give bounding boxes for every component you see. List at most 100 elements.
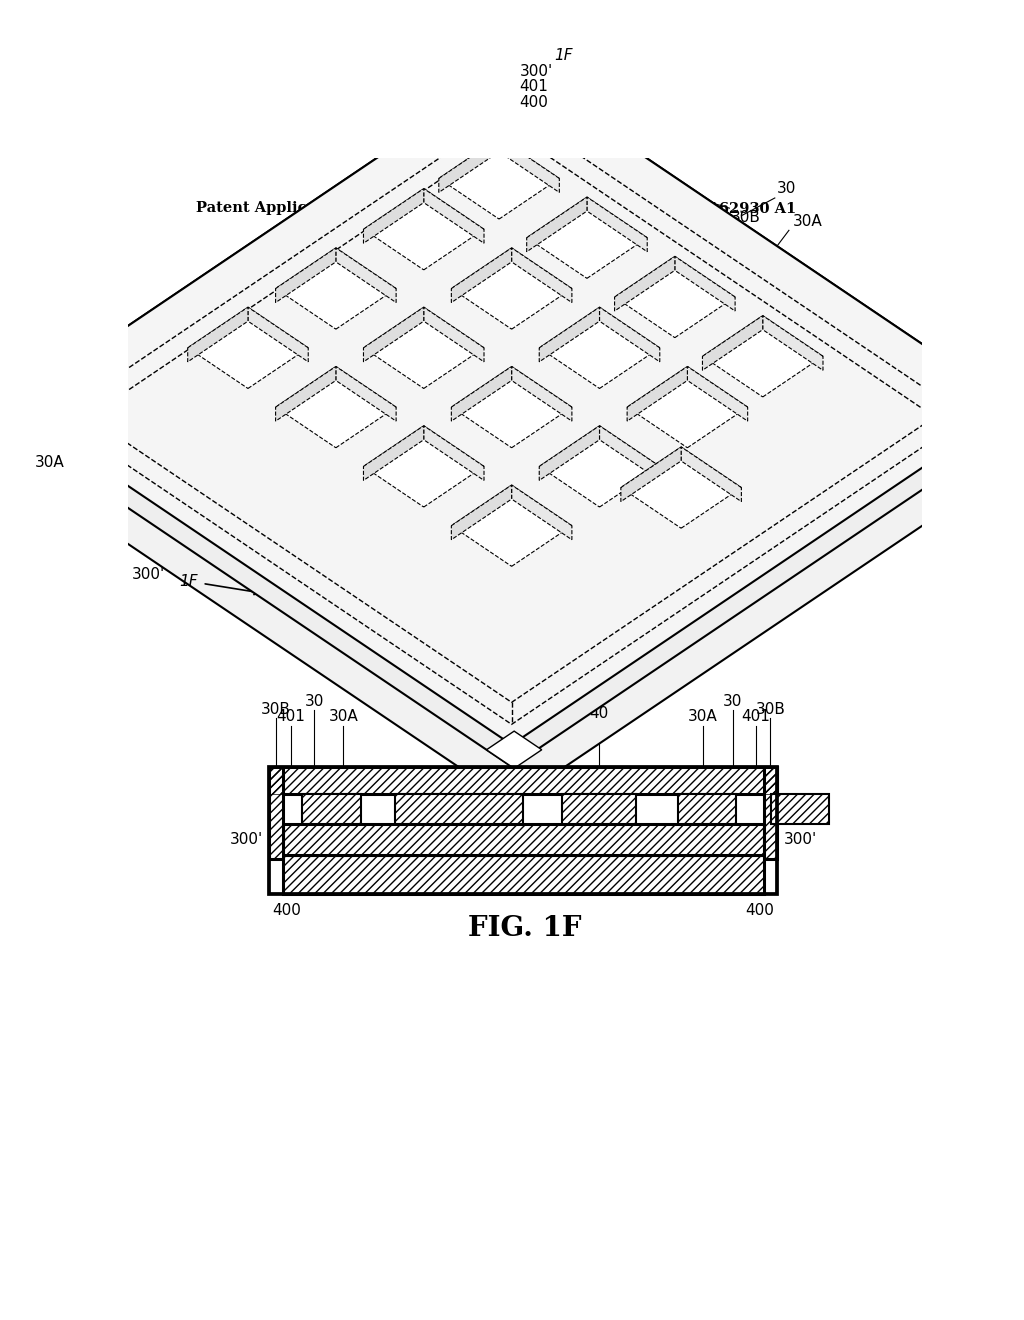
Text: 300': 300' bbox=[783, 833, 817, 847]
Polygon shape bbox=[486, 731, 542, 768]
Text: FIG. 1E: FIG. 1E bbox=[467, 569, 583, 595]
Bar bbox=[395, 793, 523, 825]
Bar bbox=[771, 793, 829, 825]
Bar bbox=[562, 793, 636, 825]
Polygon shape bbox=[439, 137, 499, 193]
Polygon shape bbox=[336, 248, 396, 302]
Polygon shape bbox=[336, 367, 396, 421]
Polygon shape bbox=[675, 256, 735, 312]
Polygon shape bbox=[627, 367, 748, 447]
Bar bbox=[764, 767, 777, 859]
Text: 30B: 30B bbox=[756, 702, 785, 717]
Polygon shape bbox=[540, 426, 599, 480]
Text: 30A: 30A bbox=[329, 709, 358, 725]
Polygon shape bbox=[452, 367, 512, 421]
Polygon shape bbox=[627, 367, 687, 421]
Polygon shape bbox=[424, 426, 484, 480]
Text: Jun. 28, 2012  Sheet 4 of 7: Jun. 28, 2012 Sheet 4 of 7 bbox=[403, 202, 622, 215]
Polygon shape bbox=[424, 308, 484, 362]
Polygon shape bbox=[621, 447, 741, 528]
Polygon shape bbox=[681, 447, 741, 502]
Text: 20: 20 bbox=[715, 458, 765, 506]
Polygon shape bbox=[484, 90, 540, 127]
Polygon shape bbox=[526, 197, 587, 252]
Polygon shape bbox=[621, 447, 681, 502]
Bar bbox=[678, 793, 736, 825]
Polygon shape bbox=[9, 125, 1014, 803]
Text: 40: 40 bbox=[590, 705, 609, 721]
Polygon shape bbox=[364, 426, 484, 507]
Polygon shape bbox=[452, 248, 571, 329]
Text: 300': 300' bbox=[229, 833, 263, 847]
Polygon shape bbox=[275, 367, 396, 447]
Polygon shape bbox=[248, 308, 308, 362]
Polygon shape bbox=[614, 256, 735, 338]
Bar bbox=[269, 767, 283, 859]
Polygon shape bbox=[9, 67, 512, 428]
Polygon shape bbox=[599, 426, 659, 480]
Polygon shape bbox=[512, 90, 1014, 463]
Text: 401: 401 bbox=[741, 709, 770, 725]
Text: 1F: 1F bbox=[179, 574, 198, 590]
Bar bbox=[283, 855, 764, 894]
Text: 30: 30 bbox=[723, 694, 742, 709]
Bar bbox=[562, 793, 636, 825]
Polygon shape bbox=[512, 367, 571, 421]
Text: 400: 400 bbox=[519, 95, 548, 110]
Bar bbox=[771, 793, 829, 825]
Text: 40: 40 bbox=[678, 247, 736, 261]
Polygon shape bbox=[452, 484, 571, 566]
Polygon shape bbox=[702, 315, 823, 397]
Polygon shape bbox=[512, 125, 1014, 488]
Bar bbox=[269, 767, 283, 859]
Bar bbox=[269, 767, 777, 793]
Text: 30B: 30B bbox=[261, 702, 291, 717]
Text: 400: 400 bbox=[272, 903, 301, 917]
Polygon shape bbox=[364, 189, 484, 269]
Text: 30A: 30A bbox=[688, 709, 718, 725]
Text: 30B: 30B bbox=[731, 210, 761, 224]
Polygon shape bbox=[424, 189, 484, 243]
Bar bbox=[283, 855, 764, 894]
Polygon shape bbox=[275, 248, 336, 302]
Text: 30: 30 bbox=[776, 181, 796, 197]
Polygon shape bbox=[587, 197, 647, 252]
Polygon shape bbox=[540, 426, 659, 507]
Bar bbox=[678, 793, 736, 825]
Polygon shape bbox=[364, 308, 424, 362]
Text: 401: 401 bbox=[781, 434, 810, 504]
Polygon shape bbox=[9, 90, 512, 463]
Polygon shape bbox=[599, 308, 659, 362]
Bar bbox=[283, 825, 764, 855]
Bar bbox=[764, 767, 777, 859]
Polygon shape bbox=[364, 426, 424, 480]
Polygon shape bbox=[540, 308, 599, 362]
Polygon shape bbox=[9, 90, 1014, 767]
Text: 300': 300' bbox=[519, 63, 553, 79]
Text: 300': 300' bbox=[132, 568, 165, 582]
Bar bbox=[302, 793, 360, 825]
Polygon shape bbox=[452, 484, 512, 540]
Polygon shape bbox=[9, 67, 1014, 744]
Text: 400: 400 bbox=[745, 903, 774, 917]
Bar bbox=[269, 767, 777, 793]
Text: US 2012/0162930 A1: US 2012/0162930 A1 bbox=[624, 202, 797, 215]
Text: 401: 401 bbox=[519, 79, 548, 94]
Text: 30A: 30A bbox=[793, 214, 822, 228]
Polygon shape bbox=[275, 367, 336, 421]
Polygon shape bbox=[187, 308, 308, 388]
Text: 1F: 1F bbox=[554, 49, 572, 63]
Text: 30: 30 bbox=[304, 694, 324, 709]
Polygon shape bbox=[702, 315, 763, 371]
Text: 30A: 30A bbox=[35, 455, 65, 470]
Polygon shape bbox=[364, 308, 484, 388]
Bar bbox=[283, 825, 764, 855]
Text: 30B 30: 30B 30 bbox=[197, 531, 251, 546]
Text: Patent Application Publication: Patent Application Publication bbox=[197, 202, 449, 215]
Polygon shape bbox=[512, 67, 1014, 428]
Polygon shape bbox=[687, 367, 748, 421]
Polygon shape bbox=[9, 125, 512, 488]
Polygon shape bbox=[526, 197, 647, 279]
Polygon shape bbox=[540, 308, 659, 388]
Bar bbox=[395, 793, 523, 825]
